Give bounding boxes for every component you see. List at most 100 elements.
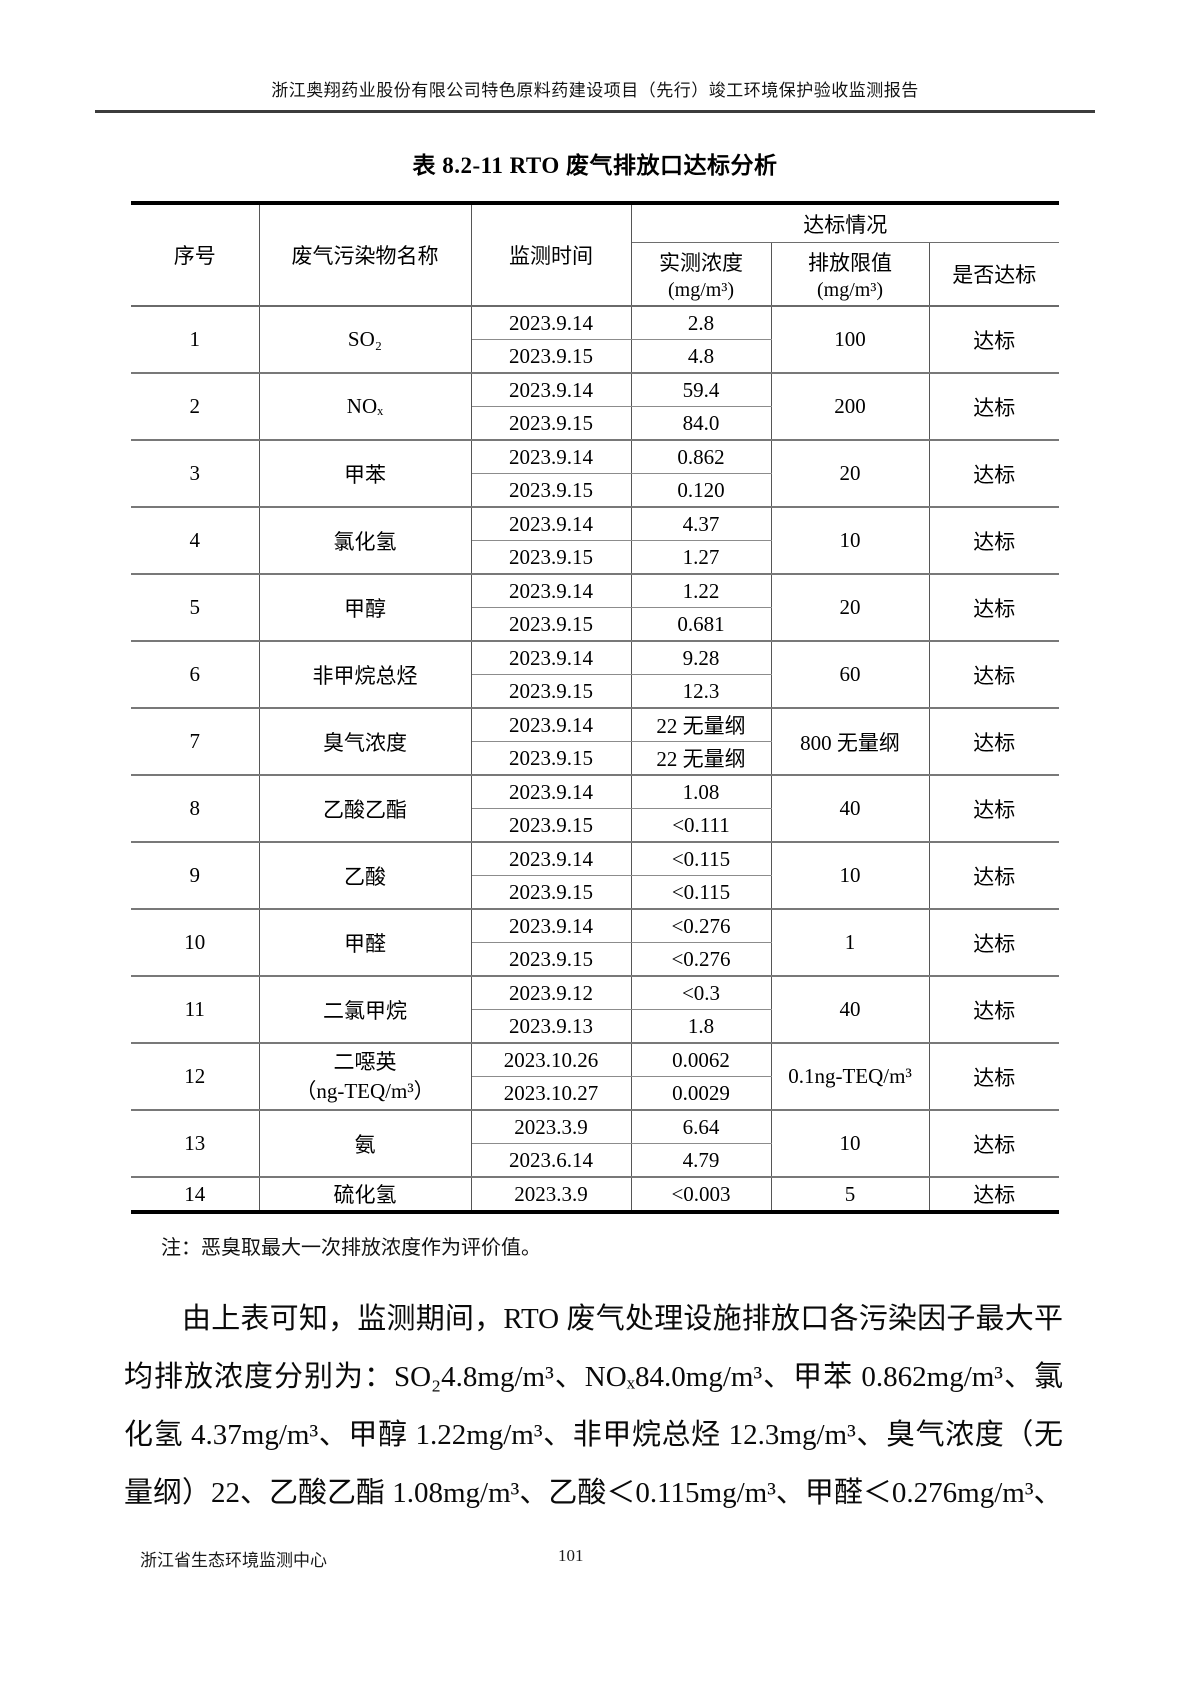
table-row: 14 硫化氢 2023.3.9 <0.003 5 达标	[131, 1177, 1059, 1212]
row-pollutant: 臭气浓度	[258, 708, 472, 776]
row-pollutant: SO₂	[258, 306, 472, 374]
row-pollutant: 氨	[258, 1110, 472, 1178]
body-paragraph: 由上表可知，监测期间，RTO 废气处理设施排放口各污染因子最大平均排放浓度分别为…	[124, 1303, 1063, 1509]
col-header-measured-unit: (mg/m³)	[668, 278, 734, 301]
row-pass: 达标	[928, 842, 1059, 910]
table-row: 6 非甲烷总烃 2023.9.14 9.28 60 达标	[131, 641, 1059, 709]
row-date: 2023.9.14	[470, 708, 632, 742]
row-measured: 4.8	[630, 339, 772, 374]
row-date: 2023.9.14	[470, 306, 632, 340]
row-pollutant: 硫化氢	[258, 1177, 472, 1212]
row-date: 2023.9.14	[470, 574, 632, 608]
row-measured: <0.115	[630, 842, 772, 876]
header-rule	[95, 110, 1095, 113]
row-limit: 100	[770, 306, 930, 374]
row-pass: 达标	[928, 1110, 1059, 1178]
row-pass: 达标	[928, 1177, 1059, 1212]
row-date: 2023.9.15	[470, 942, 632, 977]
row-measured: 1.8	[630, 1009, 772, 1044]
row-no: 5	[131, 574, 260, 642]
page-number: 101	[558, 1546, 584, 1565]
row-measured: 9.28	[630, 641, 772, 675]
table-row: 4 氯化氢 2023.9.14 4.37 10 达标	[131, 507, 1059, 575]
table-subrow: 2023.6.14 4.79	[131, 1143, 1059, 1178]
col-header-limit: 排放限值 (mg/m³)	[770, 242, 930, 307]
table-note: 注：恶臭取最大一次排放浓度作为评价值。	[161, 1237, 541, 1259]
row-date: 2023.3.9	[470, 1110, 632, 1144]
row-measured: 1.08	[630, 775, 772, 809]
row-measured: 22 无量纲	[630, 708, 772, 742]
col-header-measured: 实测浓度 (mg/m³)	[630, 242, 772, 307]
row-measured: 22 无量纲	[630, 741, 772, 776]
col-header-measured-label: 实测浓度	[659, 250, 743, 275]
row-pass: 达标	[928, 708, 1059, 776]
col-header-pollutant: 废气污染物名称	[258, 203, 472, 307]
row-pollutant: 甲醇	[258, 574, 472, 642]
table-row: 1 SO₂ 2023.9.14 2.8 100 达标	[131, 306, 1059, 374]
col-header-time: 监测时间	[470, 203, 632, 307]
row-date: 2023.9.15	[470, 875, 632, 910]
col-header-pass: 是否达标	[928, 242, 1059, 307]
row-date: 2023.9.15	[470, 741, 632, 776]
row-measured: 84.0	[630, 406, 772, 441]
header-row-1: 序号 废气污染物名称 监测时间 达标情况	[131, 203, 1059, 307]
row-measured: <0.3	[630, 976, 772, 1010]
table-subrow: 2023.9.15 <0.111	[131, 808, 1059, 843]
row-date: 2023.3.9	[470, 1177, 632, 1212]
row-date: 2023.9.13	[470, 1009, 632, 1044]
row-measured: 0.0062	[630, 1043, 772, 1077]
row-pollutant: 乙酸	[258, 842, 472, 910]
col-header-no: 序号	[131, 203, 260, 307]
footer-organization: 浙江省生态环境监测中心	[140, 1551, 327, 1570]
table-row: 2 NOₓ 2023.9.14 59.4 200 达标	[131, 373, 1059, 441]
row-limit: 10	[770, 842, 930, 910]
row-date: 2023.9.15	[470, 607, 632, 642]
row-pass: 达标	[928, 507, 1059, 575]
table-row: 7 臭气浓度 2023.9.14 22 无量纲 800 无量纲 达标	[131, 708, 1059, 776]
row-measured: <0.115	[630, 875, 772, 910]
row-measured: 4.37	[630, 507, 772, 541]
row-pollutant-line2: （ng-TEQ/m³）	[295, 1078, 435, 1103]
row-measured: 0.862	[630, 440, 772, 474]
row-date: 2023.9.14	[470, 641, 632, 675]
row-limit: 5	[770, 1177, 930, 1212]
table-row: 11 二氯甲烷 2023.9.12 <0.3 40 达标	[131, 976, 1059, 1044]
table-subrow: 2023.9.15 12.3	[131, 674, 1059, 709]
table-title: 表 8.2-11 RTO 废气排放口达标分析	[412, 153, 778, 178]
row-pollutant: 甲苯	[258, 440, 472, 508]
row-date: 2023.9.15	[470, 540, 632, 575]
col-header-limit-unit: (mg/m³)	[817, 278, 883, 301]
row-pass: 达标	[928, 909, 1059, 977]
table-row: 10 甲醛 2023.9.14 <0.276 1 达标	[131, 909, 1059, 977]
row-no: 12	[131, 1043, 260, 1111]
row-date: 2023.10.27	[470, 1076, 632, 1111]
row-measured: 1.22	[630, 574, 772, 608]
row-measured: 12.3	[630, 674, 772, 709]
table-row: 12 二噁英 （ng-TEQ/m³） 2023.10.26 0.0062 0.1…	[131, 1043, 1059, 1111]
row-pass: 达标	[928, 306, 1059, 374]
table-subrow: 2023.10.27 0.0029	[131, 1076, 1059, 1111]
col-header-limit-label: 排放限值	[808, 250, 892, 275]
table-subrow: 2023.9.13 1.8	[131, 1009, 1059, 1044]
row-pass: 达标	[928, 373, 1059, 441]
row-measured: <0.276	[630, 942, 772, 977]
table-row: 9 乙酸 2023.9.14 <0.115 10 达标	[131, 842, 1059, 910]
table-subrow: 2023.9.15 1.27	[131, 540, 1059, 575]
col-header-compliance-group: 达标情况	[630, 203, 1059, 243]
row-limit: 40	[770, 775, 930, 843]
row-limit: 800 无量纲	[770, 708, 930, 776]
row-measured: <0.003	[630, 1177, 772, 1212]
row-measured: 0.681	[630, 607, 772, 642]
table-row: 8 乙酸乙酯 2023.9.14 1.08 40 达标	[131, 775, 1059, 843]
row-pass: 达标	[928, 775, 1059, 843]
row-pass: 达标	[928, 976, 1059, 1044]
row-date: 2023.9.14	[470, 775, 632, 809]
row-pollutant: 二氯甲烷	[258, 976, 472, 1044]
row-date: 2023.6.14	[470, 1143, 632, 1178]
table-subrow: 2023.9.15 <0.276	[131, 942, 1059, 977]
row-no: 6	[131, 641, 260, 709]
row-pollutant: 二噁英 （ng-TEQ/m³）	[258, 1043, 472, 1111]
row-pollutant: 乙酸乙酯	[258, 775, 472, 843]
row-date: 2023.9.14	[470, 373, 632, 407]
